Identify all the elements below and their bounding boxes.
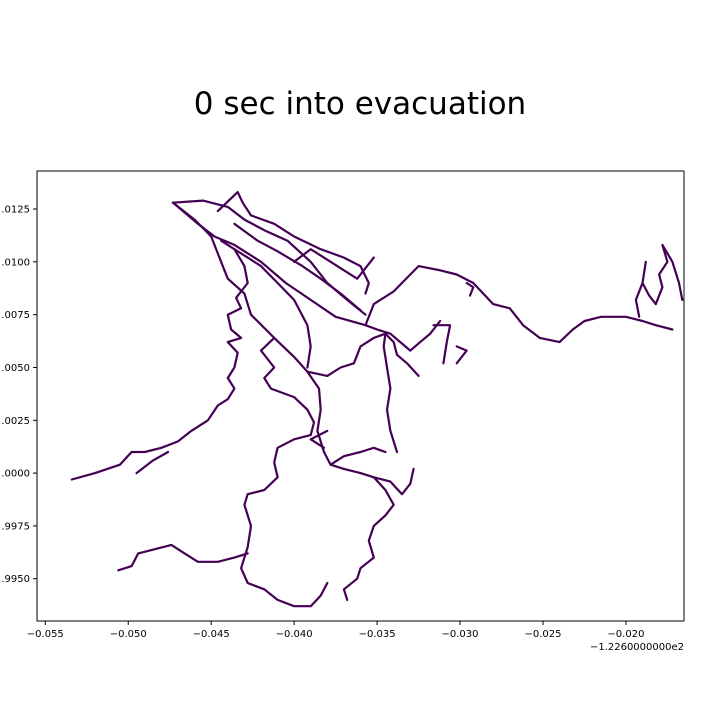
road-segment-2 bbox=[216, 191, 253, 217]
chart-title: 0 sec into evacuation bbox=[193, 86, 527, 122]
y-tick-label: .0050 bbox=[1, 363, 30, 374]
x-axis: −0.055 −0.050 −0.045 −0.040 −0.035 −0.030 −0.0… bbox=[27, 621, 644, 640]
road-segment-17 bbox=[432, 324, 452, 365]
road-segment-15 bbox=[364, 319, 442, 352]
x-tick-label: −0.030 bbox=[442, 629, 479, 640]
road-network bbox=[70, 191, 684, 608]
y-tick-label: .0075 bbox=[1, 310, 30, 321]
road-segment-10 bbox=[117, 543, 249, 572]
x-tick-label: −0.040 bbox=[276, 629, 313, 640]
road-segment-23 bbox=[309, 429, 329, 449]
x-tick-label: −0.025 bbox=[524, 629, 561, 640]
road-segment-7 bbox=[70, 248, 249, 481]
road-segment-24 bbox=[293, 248, 375, 280]
road-segment-21 bbox=[634, 260, 657, 318]
x-axis-offset-label: −1.2260000000e2 bbox=[590, 642, 684, 653]
road-segment-19 bbox=[364, 265, 674, 344]
x-tick-label: −0.035 bbox=[359, 629, 396, 640]
road-segment-11 bbox=[306, 370, 395, 602]
y-tick-label: .0100 bbox=[1, 257, 30, 268]
y-tick-label: .0025 bbox=[1, 416, 30, 427]
x-tick-label: −0.020 bbox=[607, 629, 644, 640]
road-segment-3 bbox=[233, 222, 362, 312]
road-segment-8 bbox=[135, 450, 170, 475]
road-segment-13 bbox=[329, 446, 387, 466]
y-tick-label: .0125 bbox=[1, 205, 30, 216]
road-segment-5 bbox=[171, 201, 329, 377]
road-segment-14 bbox=[326, 332, 420, 377]
road-segment-4 bbox=[249, 214, 370, 295]
x-tick-label: −0.050 bbox=[110, 629, 147, 640]
road-segment-6 bbox=[220, 239, 312, 369]
y-tick-label: .9975 bbox=[1, 521, 30, 532]
road-segment-20 bbox=[465, 281, 475, 297]
x-tick-label: −0.055 bbox=[27, 629, 64, 640]
x-tick-label: −0.045 bbox=[193, 629, 230, 640]
road-segment-18 bbox=[455, 345, 468, 365]
plot-frame bbox=[36, 170, 685, 622]
road-segment-12 bbox=[372, 467, 415, 496]
road-segment-22 bbox=[654, 243, 684, 306]
y-tick-label: .0000 bbox=[1, 469, 30, 480]
y-tick-label: .9950 bbox=[1, 574, 30, 585]
y-axis: .9950 .9975 .0000 .0025 .0050 .0075 .0100 .0125 bbox=[1, 205, 37, 585]
road-segment-16 bbox=[382, 332, 399, 454]
road-segment-9 bbox=[240, 336, 329, 608]
road-segment-1 bbox=[171, 199, 367, 316]
